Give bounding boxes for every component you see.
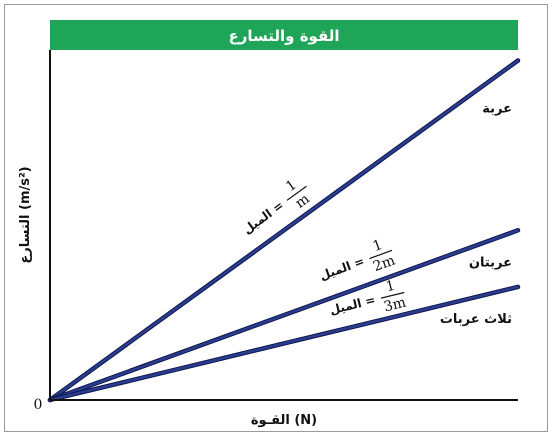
- title-bar: [50, 20, 518, 50]
- slope-denominator: 3m: [382, 295, 407, 316]
- chart-frame: [4, 4, 548, 432]
- x-axis-label: القـوة (N): [251, 413, 317, 428]
- slope-prefix: الميل =: [318, 254, 367, 283]
- series-line-two-carts: [48, 229, 520, 402]
- series-line-three-carts: [48, 285, 520, 402]
- slope-fraction-bar: [380, 291, 405, 299]
- slope-denominator: 2m: [371, 253, 397, 276]
- series-line-one-cart: [48, 59, 520, 402]
- chart-title: القوة والتسارع: [228, 27, 339, 45]
- series-name-one-cart: عربة: [482, 102, 512, 117]
- y-axis-label: التسارع (m/s²): [18, 166, 33, 263]
- slope-fraction-bar: [286, 185, 307, 201]
- series-name-three-carts: ثلاث عربات: [440, 312, 512, 327]
- slope-numerator: 1: [371, 237, 385, 255]
- slope-numerator: 1: [384, 278, 396, 296]
- slope-fraction-bar: [369, 249, 393, 260]
- origin-label: 0: [34, 397, 43, 413]
- series-name-two-carts: عربتان: [469, 255, 512, 270]
